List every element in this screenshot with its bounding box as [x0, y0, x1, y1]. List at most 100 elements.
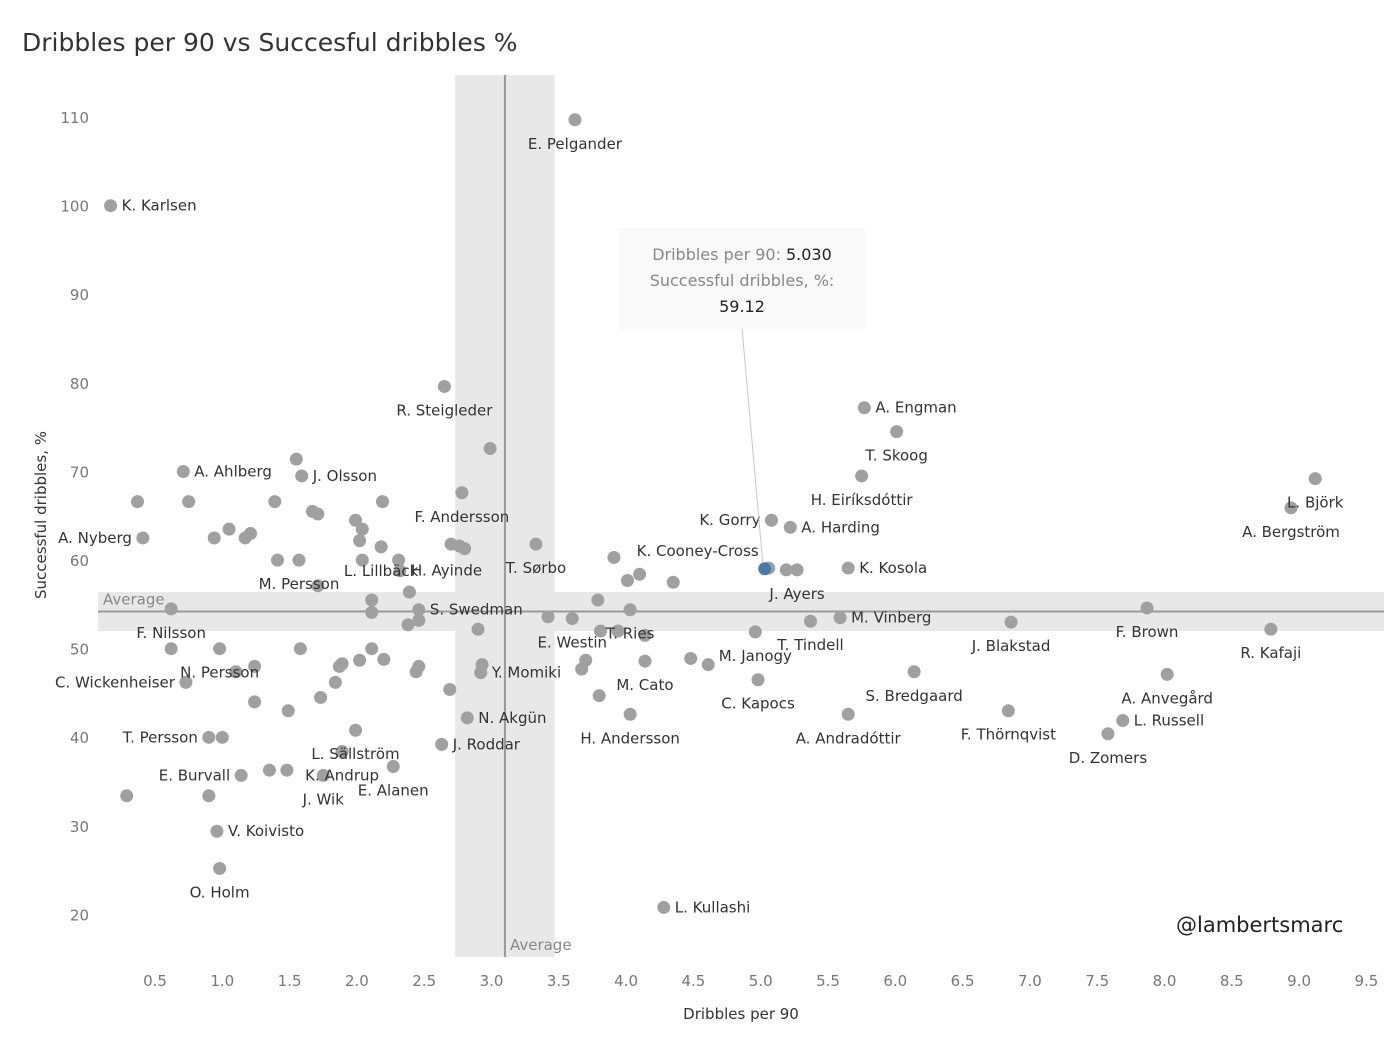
- tooltip-y-label: Successful dribbles, %:: [650, 271, 835, 290]
- data-point: [458, 542, 472, 556]
- data-point: [907, 665, 921, 679]
- data-point: [592, 689, 606, 703]
- y-tick-label: 110: [60, 109, 89, 127]
- tooltip-box: [619, 228, 865, 329]
- y-tick-label: 60: [70, 552, 89, 570]
- data-point: [293, 642, 307, 656]
- data-point: [280, 763, 294, 777]
- data-point: [104, 199, 118, 213]
- data-point: [377, 652, 391, 666]
- point-label: F. Brown: [1116, 623, 1179, 641]
- point-label: C. Wickenheiser: [55, 673, 176, 691]
- data-point: [594, 624, 608, 638]
- point-label: E. Alanen: [358, 782, 429, 800]
- data-point: [353, 534, 367, 548]
- data-point: [460, 711, 474, 725]
- data-point: [353, 653, 367, 667]
- point-label: L. Sällström: [311, 745, 399, 763]
- y-tick-label: 80: [70, 375, 89, 393]
- data-point: [213, 861, 227, 875]
- data-point: [1001, 704, 1015, 718]
- y-tick-label: 30: [70, 818, 89, 836]
- data-point: [292, 553, 306, 567]
- point-label: F. Nilsson: [136, 624, 206, 642]
- data-point: [248, 659, 262, 673]
- x-tick-label: 8.0: [1153, 972, 1177, 990]
- point-label: J. Blakstad: [971, 637, 1051, 655]
- data-point: [412, 659, 426, 673]
- credit-label: @lambertsmarc: [1176, 913, 1343, 937]
- data-point: [435, 737, 449, 751]
- data-point: [222, 522, 236, 536]
- data-point: [412, 613, 426, 627]
- point-label: L. Björk: [1287, 494, 1344, 512]
- x-axis-ticks: 0.5 1.0 1.5 2.0 2.5 3.0 3.5 4.0 4.5 5.0 5.5 6.0 6.5 7…: [143, 972, 1378, 990]
- data-point-highlight: [758, 562, 772, 576]
- data-point: [701, 658, 715, 672]
- point-label: D. Zomers: [1069, 749, 1148, 767]
- point-label: L. Lillbäck: [344, 562, 419, 580]
- point-label: A. Andradóttir: [796, 729, 902, 747]
- data-point: [349, 723, 363, 737]
- data-point: [575, 662, 589, 676]
- point-label: H. Andersson: [580, 729, 680, 747]
- point-label: A. Bergström: [1242, 523, 1340, 541]
- point-label: T. Sørbo: [505, 559, 566, 577]
- point-label: J. Wik: [302, 790, 345, 808]
- x-tick-label: 1.0: [210, 972, 234, 990]
- data-point: [783, 520, 797, 534]
- data-point: [335, 744, 349, 758]
- x-tick-label: 8.5: [1220, 972, 1244, 990]
- data-point: [176, 465, 190, 479]
- y-axis-ticks: 20 30 40 50 60 70 80 90 100 110: [60, 109, 89, 924]
- tooltip: Dribbles per 90: 5.030 Successful dribbles…: [619, 228, 865, 563]
- data-point: [355, 522, 369, 536]
- y-tick-label: 70: [70, 463, 89, 481]
- data-point: [748, 625, 762, 639]
- data-point: [804, 614, 818, 628]
- data-point: [623, 707, 637, 721]
- point-label: H. Eiríksdóttir: [811, 491, 914, 509]
- point-label: N. Akgün: [478, 709, 546, 727]
- data-point: [529, 537, 543, 551]
- data-point: [591, 593, 605, 607]
- x-tick-label: 2.5: [412, 972, 436, 990]
- y-tick-label: 90: [70, 286, 89, 304]
- tooltip-line-1: Dribbles per 90: 5.030: [652, 245, 832, 264]
- data-point: [471, 622, 485, 636]
- x-tick-label: 9.0: [1287, 972, 1311, 990]
- data-point: [790, 563, 804, 577]
- point-label: A. Engman: [875, 399, 956, 417]
- data-point: [1116, 713, 1130, 727]
- data-point: [443, 682, 457, 696]
- point-label: T. Skoog: [864, 447, 927, 465]
- data-point: [638, 628, 652, 642]
- data-point: [136, 531, 150, 545]
- chart-title: Dribbles per 90 vs Succesful dribbles %: [22, 28, 518, 57]
- point-label: C. Kapocs: [721, 695, 795, 713]
- point-label: K. Karlsen: [122, 197, 197, 215]
- data-point: [474, 666, 488, 680]
- y-tick-label: 100: [60, 198, 89, 216]
- data-point: [857, 401, 871, 415]
- point-label: S. Bredgaard: [866, 687, 963, 705]
- data-point: [568, 113, 582, 127]
- data-point: [607, 550, 621, 564]
- point-labels: K. Karlsen E. Pelgander R. Steigleder F. An…: [55, 135, 1344, 917]
- point-label: F. Andersson: [415, 508, 510, 526]
- data-point: [234, 768, 248, 782]
- data-point: [779, 563, 793, 577]
- x-tick-label: 5.0: [749, 972, 773, 990]
- data-point: [841, 707, 855, 721]
- x-tick-label: 9.5: [1354, 972, 1378, 990]
- data-points: [104, 113, 1322, 914]
- data-point: [182, 495, 196, 509]
- data-point: [764, 513, 778, 527]
- point-label: Y. Momiki: [491, 664, 561, 682]
- data-point: [355, 553, 369, 567]
- data-point: [386, 760, 400, 774]
- data-point: [202, 730, 216, 744]
- point-label: A. Anvegård: [1121, 689, 1213, 707]
- data-point: [268, 495, 282, 509]
- point-label: M. Janogy: [719, 647, 792, 665]
